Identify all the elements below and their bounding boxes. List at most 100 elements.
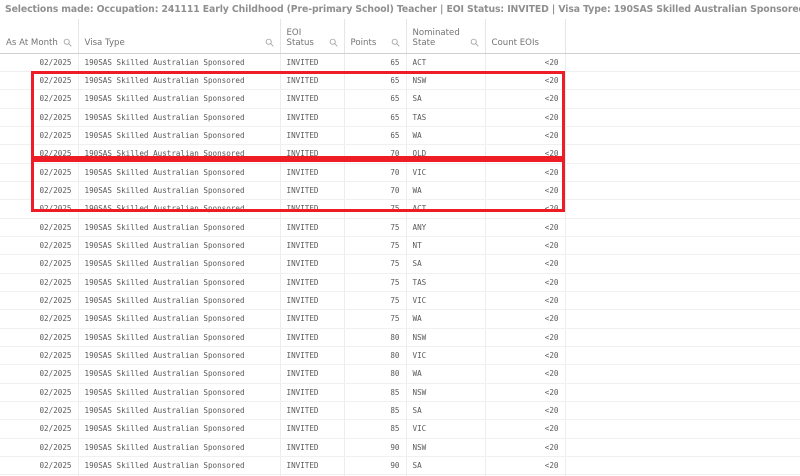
cell-month: 02/2025 [0, 89, 79, 109]
cell-status: INVITED [280, 309, 345, 329]
column-header-label: Nominated State [412, 27, 460, 48]
cell-state: TAS [406, 273, 486, 292]
cell-month: 02/2025 [0, 236, 79, 256]
cell-visa: 190SAS Skilled Australian Sponsored [78, 438, 281, 458]
search-icon[interactable] [391, 38, 400, 47]
cell-status: INVITED [280, 383, 345, 403]
cell-month: 02/2025 [0, 419, 79, 439]
cell-count: <20 [485, 456, 566, 476]
cell-state: SA [406, 254, 486, 274]
cell-points: 75 [344, 236, 407, 256]
cell-status: INVITED [280, 474, 345, 476]
cell-status: INVITED [280, 163, 345, 182]
cell-status: INVITED [280, 401, 345, 421]
cell-month: 02/2025 [0, 328, 79, 348]
cell-blank [565, 199, 800, 219]
cell-count: <20 [485, 53, 566, 72]
column-header-as-at-month[interactable]: As At Month [0, 19, 79, 54]
search-icon[interactable] [63, 38, 72, 47]
search-icon[interactable] [470, 38, 479, 47]
cell-count: <20 [485, 291, 566, 311]
data-table-container[interactable]: As At Month Visa Type [0, 19, 800, 476]
cell-month: 02/2025 [0, 163, 79, 182]
cell-month: 02/2025 [0, 401, 79, 421]
cell-month: 02/2025 [0, 291, 79, 311]
cell-blank [565, 474, 800, 476]
cell-blank [565, 383, 800, 403]
search-icon[interactable] [265, 38, 274, 47]
cell-state: VIC [406, 419, 486, 439]
cell-status: INVITED [280, 144, 345, 164]
column-header-count-eois[interactable]: Count EOIs [485, 19, 566, 54]
cell-visa: 190SAS Skilled Australian Sponsored [78, 474, 281, 476]
cell-points: 85 [344, 401, 407, 421]
column-header-label: As At Month [6, 37, 58, 48]
cell-month: 02/2025 [0, 199, 79, 219]
cell-state: WA [406, 309, 486, 329]
cell-status: INVITED [280, 364, 345, 384]
cell-status: INVITED [280, 199, 345, 219]
cell-month: 02/2025 [0, 346, 79, 366]
cell-month: 02/2025 [0, 438, 79, 458]
cell-state: NSW [406, 383, 486, 403]
cell-state: ANY [406, 218, 486, 237]
cell-points: 75 [344, 309, 407, 329]
cell-blank [565, 108, 800, 127]
cell-points: 70 [344, 181, 407, 201]
cell-points: 80 [344, 328, 407, 348]
column-header-points[interactable]: Points [344, 19, 407, 54]
cell-state: ACT [406, 53, 486, 72]
cell-count: <20 [485, 419, 566, 439]
cell-status: INVITED [280, 273, 345, 292]
search-icon[interactable] [329, 38, 338, 47]
cell-blank [565, 254, 800, 274]
cell-state: SA [406, 401, 486, 421]
cell-visa: 190SAS Skilled Australian Sponsored [78, 53, 281, 72]
cell-month: 02/2025 [0, 273, 79, 292]
cell-month: 02/2025 [0, 364, 79, 384]
column-header-eoi-status[interactable]: EOI Status [280, 19, 345, 54]
cell-count: <20 [485, 328, 566, 348]
cell-visa: 190SAS Skilled Australian Sponsored [78, 218, 281, 237]
cell-count: <20 [485, 309, 566, 329]
cell-status: INVITED [280, 218, 345, 237]
cell-count: <20 [485, 144, 566, 164]
cell-month: 02/2025 [0, 53, 79, 72]
cell-blank [565, 144, 800, 164]
cell-points: 80 [344, 364, 407, 384]
column-header-visa-type[interactable]: Visa Type [78, 19, 281, 54]
cell-points: 75 [344, 291, 407, 311]
cell-month: 02/2025 [0, 309, 79, 329]
cell-visa: 190SAS Skilled Australian Sponsored [78, 346, 281, 366]
column-header-nominated-state[interactable]: Nominated State [406, 19, 486, 54]
cell-count: <20 [485, 199, 566, 219]
cell-state: WA [406, 126, 486, 146]
cell-blank [565, 456, 800, 476]
cell-state: QLD [406, 144, 486, 164]
cell-points: 80 [344, 346, 407, 366]
